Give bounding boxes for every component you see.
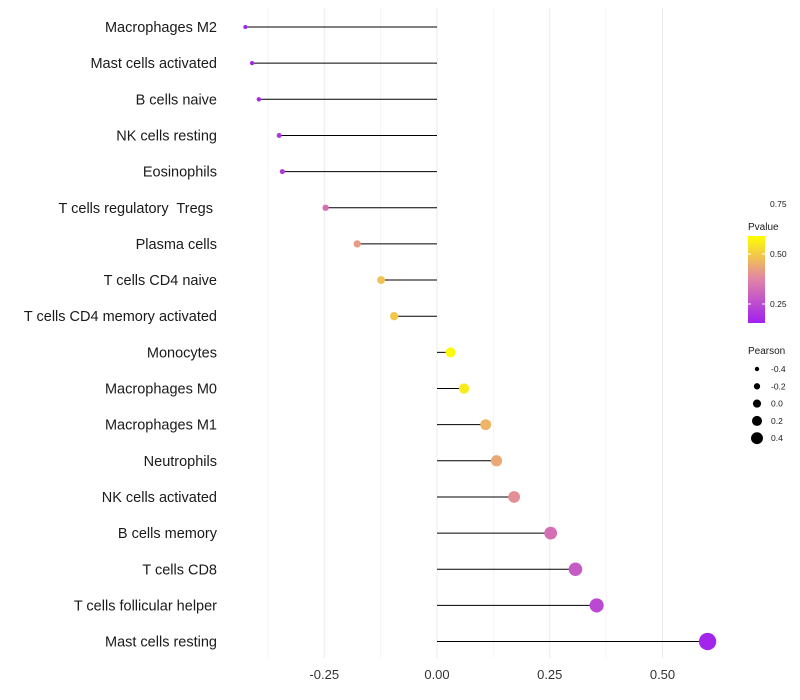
lollipop-point	[445, 347, 456, 358]
category-label: Neutrophils	[144, 454, 217, 470]
category-label: Macrophages M1	[105, 418, 217, 434]
pearson-legend-label: -0.4	[771, 364, 786, 374]
y-axis-category-labels: Macrophages M2 Mast cells activated B cell…	[24, 20, 218, 651]
pearson-legend-dot	[751, 432, 763, 445]
category-label: T cells follicular helper	[74, 598, 217, 614]
pearson-legend-dot	[751, 415, 763, 426]
pearson-legend-label: 0.2	[771, 416, 783, 426]
pvalue-legend-label: 0.25	[770, 299, 787, 309]
pearson-legend-title: Pearson	[748, 346, 785, 357]
x-tick-label: 0.25	[537, 667, 562, 682]
category-label: NK cells activated	[102, 490, 217, 506]
lollipop-point	[276, 132, 282, 138]
pearson-legend-dot	[754, 366, 760, 372]
lollipop-point	[480, 419, 492, 431]
x-tick-label: 0.00	[424, 667, 449, 682]
pvalue-legend-label: 0.50	[770, 249, 787, 259]
pearson-legend-label: 0.0	[771, 399, 783, 409]
lollipop-point	[508, 491, 520, 503]
category-label: T cells CD8	[142, 562, 217, 578]
pearson-legend-label: 0.4	[771, 433, 783, 443]
pearson-legend-label: -0.2	[771, 381, 786, 391]
lollipop-point	[589, 598, 604, 613]
lollipop-point	[390, 312, 399, 321]
lollipop-points	[243, 25, 717, 651]
category-label: Monocytes	[147, 345, 217, 361]
lollipop-point	[458, 383, 470, 394]
gridlines	[267, 8, 663, 658]
lollipop-point	[256, 97, 262, 102]
pvalue-legend-label: 0.75	[770, 199, 787, 209]
lollipop-point	[243, 25, 248, 29]
category-label: Macrophages M2	[105, 20, 217, 36]
pearson-legend: Pearson -0.4 -0.2 0.0 0.2 0.4	[748, 346, 786, 445]
x-axis-tick-labels: -0.25 0.00 0.25 0.50	[309, 667, 675, 682]
pearson-legend-dot	[753, 383, 761, 390]
category-label: B cells memory	[118, 526, 218, 542]
lollipop-point	[568, 562, 583, 577]
lollipop-point	[279, 169, 285, 175]
category-label: Macrophages M0	[105, 382, 217, 398]
lollipop-point	[544, 526, 558, 540]
pvalue-colorbar	[748, 236, 765, 323]
category-label: B cells naive	[136, 92, 217, 108]
category-label: Eosinophils	[143, 165, 217, 181]
lollipop-point	[377, 276, 386, 285]
category-label: T cells regulatory Tregs	[59, 201, 218, 217]
category-label: Mast cells activated	[90, 56, 217, 72]
pvalue-legend: Pvalue 0.75 0.50 0.25	[748, 199, 787, 323]
lollipop-point	[490, 455, 503, 467]
lollipop-point	[322, 204, 329, 211]
category-label: T cells CD4 memory activated	[24, 309, 217, 325]
lollipop-stems	[245, 26, 708, 643]
lollipop-point	[249, 61, 255, 66]
category-label: T cells CD4 naive	[104, 273, 217, 289]
lollipop-point	[698, 632, 717, 651]
category-label: NK cells resting	[116, 128, 217, 144]
category-label: Mast cells resting	[105, 635, 217, 651]
x-tick-label: 0.50	[650, 667, 675, 682]
lollipop-point	[353, 240, 361, 248]
category-label: Plasma cells	[136, 237, 217, 253]
pearson-legend-dot	[752, 399, 762, 408]
x-tick-label: -0.25	[309, 667, 339, 682]
pvalue-legend-title: Pvalue	[748, 222, 779, 233]
